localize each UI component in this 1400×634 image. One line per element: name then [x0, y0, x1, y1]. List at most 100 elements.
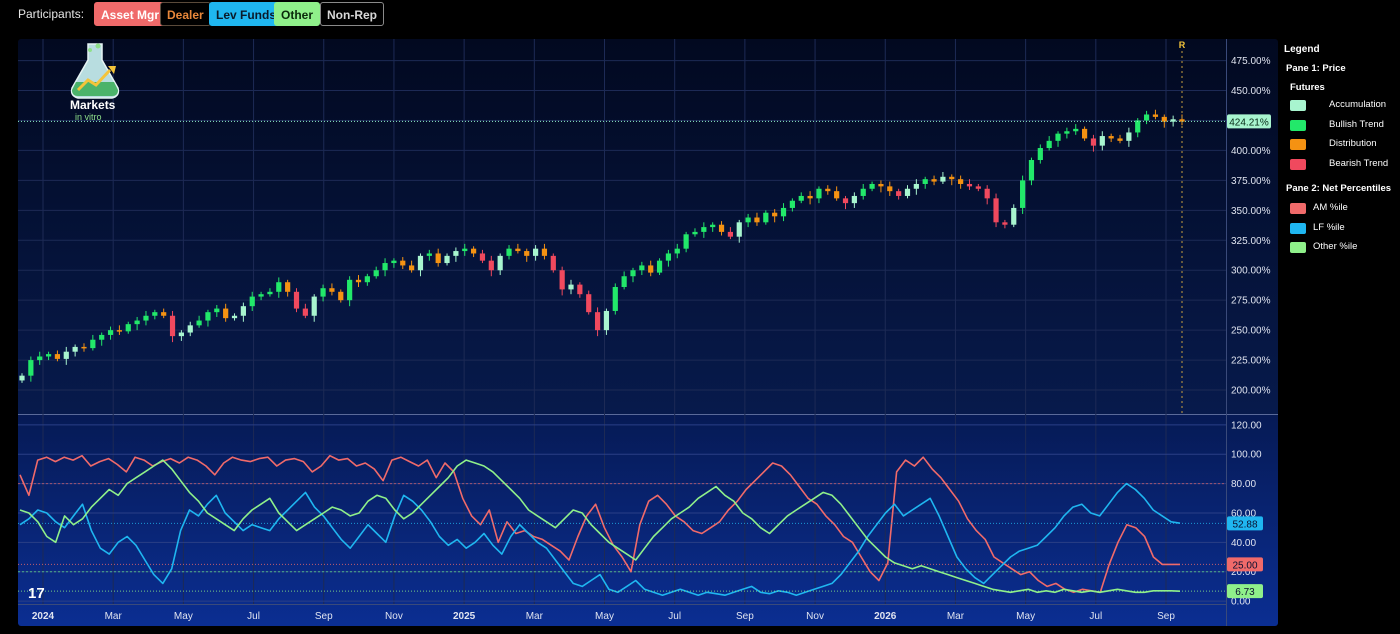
candle-body	[887, 186, 893, 192]
candle-body	[426, 253, 432, 256]
candle-body	[1143, 114, 1150, 121]
candle-body	[258, 294, 264, 297]
candle-body	[347, 279, 353, 301]
price-tick-label: 375.00%	[1231, 176, 1271, 187]
time-tick-label: Mar	[947, 611, 965, 622]
candle-body	[205, 312, 211, 321]
price-tick-label: 300.00%	[1231, 266, 1271, 277]
time-tick-label: Nov	[806, 611, 824, 622]
time-tick-label: Jul	[1089, 611, 1102, 622]
candle-body	[1073, 128, 1079, 132]
time-tick-label: Jul	[247, 611, 260, 622]
participant-button-non-rep[interactable]: Non-Rep	[320, 2, 384, 26]
participant-button-lev-funds[interactable]: Lev Funds	[209, 2, 284, 26]
candle-body	[922, 179, 928, 184]
time-tick-label: Sep	[315, 611, 333, 622]
last-price-badge	[1227, 114, 1271, 129]
tradingview-logo[interactable]: 17	[28, 585, 45, 602]
candle-body	[293, 291, 300, 309]
candle-body	[37, 356, 43, 361]
series-last-badge	[1227, 584, 1263, 599]
candle-body	[1108, 136, 1114, 139]
candle-body	[851, 195, 857, 204]
series-last-label: 6.73	[1235, 587, 1255, 598]
legend-item-other-ile: Other %ile	[1284, 241, 1400, 261]
candle-body	[72, 346, 78, 352]
chart-frame[interactable]: 200.00% 225.00% 250.00% 275.00% 300.00% 325.0…	[18, 39, 1278, 626]
candle-body	[169, 315, 176, 337]
time-tick-label: Sep	[1157, 611, 1175, 622]
time-tick-label: May	[595, 611, 614, 622]
candle-body	[842, 198, 849, 204]
candle-body	[913, 183, 919, 189]
candle-body	[107, 330, 114, 335]
candle-body	[559, 270, 565, 290]
legend-swatch	[1290, 158, 1306, 170]
candle-body	[648, 265, 654, 273]
marker-label: R	[1179, 40, 1186, 50]
candle-body	[568, 284, 574, 290]
series-last-badge	[1227, 557, 1263, 572]
legend-futures-title: Futures	[1290, 82, 1325, 93]
price-tick-label: 325.00%	[1231, 236, 1271, 247]
candle-body	[267, 291, 273, 295]
candle-body	[1179, 119, 1185, 122]
price-tick-label: 225.00%	[1231, 356, 1271, 367]
legend-swatch	[1290, 139, 1306, 150]
time-tick-label: 2024	[32, 611, 55, 622]
candle-body	[152, 312, 158, 316]
candle-body	[807, 195, 813, 199]
candle-body	[1020, 180, 1026, 208]
candle-body	[417, 255, 424, 271]
candle-body	[674, 248, 680, 254]
participant-button-dealer[interactable]: Dealer	[160, 2, 211, 26]
participant-button-other[interactable]: Other	[274, 2, 321, 26]
pct-tick-label: 60.00	[1231, 508, 1256, 519]
legend-item-bullish-trend: Bullish Trend	[1284, 119, 1400, 139]
candle-body	[772, 212, 778, 217]
candle-body	[1002, 222, 1008, 225]
candle-body	[276, 282, 282, 292]
candle-body	[400, 260, 406, 266]
candle-body	[949, 176, 955, 180]
time-tick-label: 2026	[874, 611, 897, 622]
candle-body	[966, 183, 973, 187]
candle-body	[1090, 138, 1097, 146]
logo-text-in-vitro: in vitro	[75, 112, 102, 122]
candle-body	[90, 339, 96, 349]
candle-body	[63, 351, 69, 359]
candle-body	[444, 255, 450, 264]
candle-body	[116, 330, 123, 332]
candle-body	[975, 186, 981, 189]
candle-body	[364, 276, 370, 283]
pct-tick-label: 120.00	[1231, 420, 1262, 431]
candle-body	[754, 217, 760, 223]
series-line-am-ile	[19, 454, 1180, 594]
candle-body	[311, 296, 317, 316]
candle-body	[382, 263, 388, 271]
candle-body	[285, 282, 291, 292]
price-tick-label: 350.00%	[1231, 206, 1271, 217]
price-tick-label: 450.00%	[1231, 86, 1271, 97]
candle-body	[488, 260, 494, 271]
candle-body	[1126, 132, 1132, 141]
legend-swatch	[1290, 242, 1306, 253]
chart-svg[interactable]: 200.00% 225.00% 250.00% 275.00% 300.00% 325.0…	[18, 39, 1278, 626]
candle-body	[391, 260, 397, 264]
candle-body	[125, 324, 131, 332]
participant-button-asset-mgr[interactable]: Asset Mgr	[94, 2, 167, 26]
candle-body	[710, 224, 716, 228]
candle-body	[178, 332, 184, 337]
candle-body	[479, 253, 486, 261]
candle-body	[1011, 207, 1017, 225]
legend-item-distribution: Distribution	[1284, 138, 1400, 158]
candle-body	[409, 265, 415, 271]
candle-body	[825, 188, 831, 192]
markets-in-vitro-logo: Markets in vitro	[62, 40, 132, 126]
time-tick-label: May	[174, 611, 193, 622]
candle-body	[45, 354, 52, 357]
candle-body	[1117, 138, 1123, 141]
candle-body	[249, 296, 255, 307]
candle-body	[1046, 140, 1052, 149]
candle-body	[718, 224, 725, 232]
